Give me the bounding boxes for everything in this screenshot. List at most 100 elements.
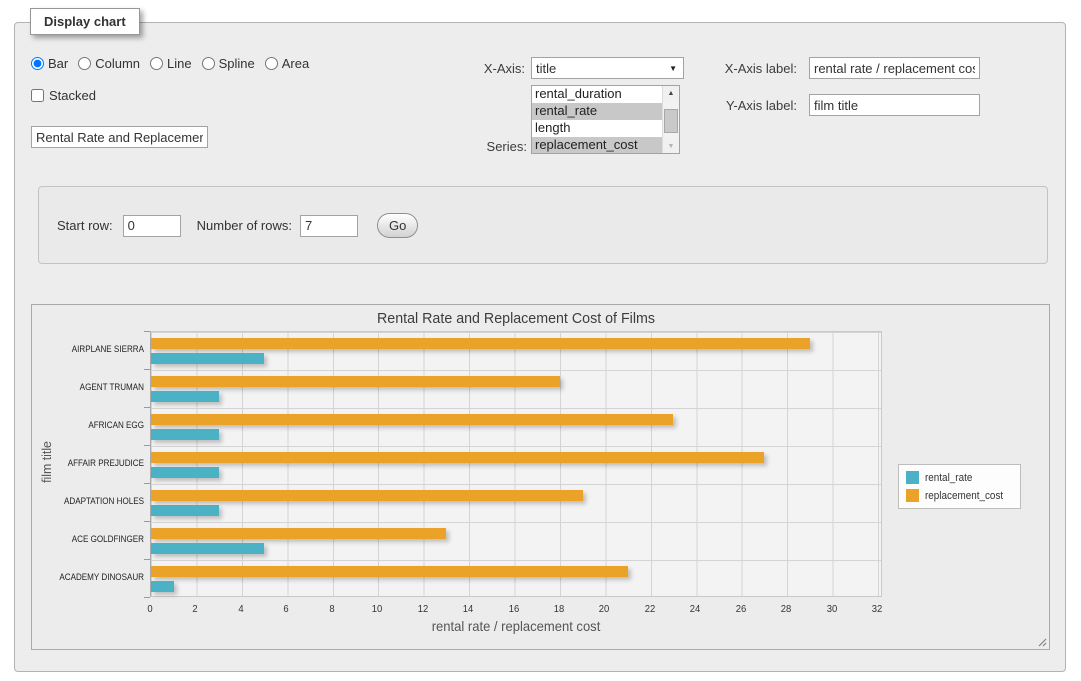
y-tick-mark bbox=[144, 445, 150, 446]
row-range-panel: Start row: Number of rows: Go bbox=[38, 186, 1048, 264]
radio-label: Spline bbox=[219, 56, 255, 71]
plot-area bbox=[150, 331, 882, 597]
scrollbar-thumb[interactable] bbox=[664, 109, 678, 133]
radio-bar[interactable] bbox=[31, 57, 44, 70]
chart-type-option-area[interactable]: Area bbox=[265, 56, 309, 71]
radio-label: Area bbox=[282, 56, 309, 71]
start-row-input[interactable] bbox=[123, 215, 181, 237]
bar-rental_rate bbox=[151, 391, 219, 402]
x-tick-label: 28 bbox=[781, 603, 792, 615]
x-tick-label: 32 bbox=[872, 603, 883, 615]
bar-replacement_cost bbox=[151, 452, 764, 463]
x-tick-label: 22 bbox=[645, 603, 656, 615]
chart-title: Rental Rate and Replacement Cost of Film… bbox=[168, 310, 863, 327]
display-chart-legend: Display chart bbox=[30, 8, 140, 35]
series-select-label: Series: bbox=[417, 139, 527, 154]
chart-legend: rental_rate replacement_cost bbox=[898, 464, 1021, 509]
x-tick-label: 18 bbox=[554, 603, 565, 615]
radio-spline[interactable] bbox=[202, 57, 215, 70]
radio-line[interactable] bbox=[150, 57, 163, 70]
y-axis-label-input[interactable] bbox=[809, 94, 980, 116]
stacked-checkbox-row[interactable]: Stacked bbox=[31, 88, 96, 103]
radio-label: Column bbox=[95, 56, 140, 71]
radio-label: Bar bbox=[48, 56, 68, 71]
y-category-label: ACADEMY DINOSAUR bbox=[49, 572, 144, 583]
series-option-rental_rate[interactable]: rental_rate bbox=[532, 103, 662, 120]
bar-replacement_cost bbox=[151, 414, 673, 425]
legend-swatch bbox=[906, 489, 919, 502]
x-axis-select-wrap: title ▼ bbox=[531, 57, 684, 79]
y-tick-mark bbox=[144, 483, 150, 484]
x-tick-label: 0 bbox=[147, 603, 152, 615]
y-tick-mark bbox=[144, 331, 150, 332]
radio-label: Line bbox=[167, 56, 192, 71]
y-category-label: AIRPLANE SIERRA bbox=[49, 344, 144, 355]
chart-title-input[interactable] bbox=[31, 126, 208, 148]
x-tick-label: 20 bbox=[599, 603, 610, 615]
display-chart-legend-text: Display chart bbox=[44, 14, 126, 29]
legend-swatch bbox=[906, 471, 919, 484]
x-tick-label: 16 bbox=[508, 603, 519, 615]
x-axis-label-input[interactable] bbox=[809, 57, 980, 79]
bar-rental_rate bbox=[151, 543, 264, 554]
chart-type-option-line[interactable]: Line bbox=[150, 56, 192, 71]
bar-rental_rate bbox=[151, 429, 219, 440]
go-button[interactable]: Go bbox=[377, 213, 418, 238]
row-range-controls: Start row: Number of rows: Go bbox=[57, 213, 418, 238]
bar-replacement_cost bbox=[151, 566, 628, 577]
y-category-label: AFRICAN EGG bbox=[49, 420, 144, 431]
scroll-down-icon[interactable]: ▼ bbox=[663, 139, 679, 153]
x-tick-label: 10 bbox=[372, 603, 383, 615]
x-axis-select-label: X-Axis: bbox=[415, 61, 525, 76]
series-option-list[interactable]: rental_durationrental_ratelengthreplacem… bbox=[532, 86, 662, 153]
x-axis-select[interactable]: title bbox=[531, 57, 684, 79]
x-tick-label: 24 bbox=[690, 603, 701, 615]
x-tick-label: 14 bbox=[463, 603, 474, 615]
x-tick-label: 26 bbox=[735, 603, 746, 615]
y-category-label: AFFAIR PREJUDICE bbox=[49, 458, 144, 469]
radio-column[interactable] bbox=[78, 57, 91, 70]
bar-replacement_cost bbox=[151, 528, 446, 539]
legend-item: replacement_cost bbox=[906, 489, 1012, 502]
num-rows-input[interactable] bbox=[300, 215, 358, 237]
series-option-length[interactable]: length bbox=[532, 120, 662, 137]
series-listbox[interactable]: rental_durationrental_ratelengthreplacem… bbox=[531, 85, 680, 154]
x-tick-label: 30 bbox=[826, 603, 837, 615]
bar-rental_rate bbox=[151, 505, 219, 516]
radio-area[interactable] bbox=[265, 57, 278, 70]
resize-handle-icon[interactable] bbox=[1036, 636, 1047, 647]
scroll-up-icon[interactable]: ▲ bbox=[663, 86, 679, 100]
bar-rental_rate bbox=[151, 353, 264, 364]
chart-type-option-column[interactable]: Column bbox=[78, 56, 140, 71]
y-tick-mark bbox=[144, 407, 150, 408]
stacked-checkbox[interactable] bbox=[31, 89, 44, 102]
x-tick-label: 4 bbox=[238, 603, 243, 615]
y-category-label: ADAPTATION HOLES bbox=[49, 496, 144, 507]
bar-replacement_cost bbox=[151, 490, 583, 501]
legend-label: rental_rate bbox=[925, 472, 972, 484]
y-category-label: AGENT TRUMAN bbox=[49, 382, 144, 393]
bar-replacement_cost bbox=[151, 338, 810, 349]
chart-x-axis-title: rental rate / replacement cost bbox=[176, 618, 857, 634]
chart-container: Rental Rate and Replacement Cost of Film… bbox=[31, 304, 1050, 650]
series-option-replacement_cost[interactable]: replacement_cost bbox=[532, 137, 662, 153]
display-chart-panel: BarColumnLineSplineArea Stacked X-Axis: … bbox=[14, 22, 1066, 672]
y-tick-mark bbox=[144, 597, 150, 598]
chart-type-option-spline[interactable]: Spline bbox=[202, 56, 255, 71]
y-axis-label-field-label: Y-Axis label: bbox=[695, 98, 797, 113]
chart-type-radio-group: Bar Column Line Spline Area bbox=[31, 56, 319, 71]
x-axis-label-field-label: X-Axis label: bbox=[695, 61, 797, 76]
x-tick-label: 12 bbox=[417, 603, 428, 615]
bar-rental_rate bbox=[151, 467, 219, 478]
stacked-label: Stacked bbox=[49, 88, 96, 103]
y-tick-mark bbox=[144, 521, 150, 522]
series-scrollbar[interactable]: ▲ ▼ bbox=[662, 86, 679, 153]
chart-type-option-bar[interactable]: Bar bbox=[31, 56, 68, 71]
legend-item: rental_rate bbox=[906, 471, 1012, 484]
y-tick-mark bbox=[144, 369, 150, 370]
x-tick-label: 6 bbox=[284, 603, 289, 615]
series-option-rental_duration[interactable]: rental_duration bbox=[532, 86, 662, 103]
start-row-label: Start row: bbox=[57, 218, 113, 233]
x-tick-label: 8 bbox=[329, 603, 334, 615]
legend-label: replacement_cost bbox=[925, 490, 1003, 502]
